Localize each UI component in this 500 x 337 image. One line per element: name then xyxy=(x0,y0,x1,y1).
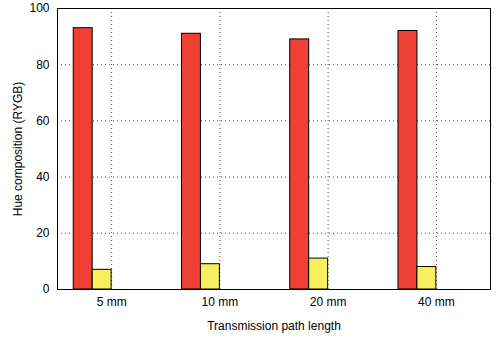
svg-text:80: 80 xyxy=(36,58,50,72)
svg-text:20: 20 xyxy=(36,226,50,240)
svg-text:5 mm: 5 mm xyxy=(97,295,127,309)
svg-text:20 mm: 20 mm xyxy=(310,295,347,309)
svg-text:40: 40 xyxy=(36,170,50,184)
svg-text:100: 100 xyxy=(29,1,49,15)
svg-text:10 mm: 10 mm xyxy=(202,295,239,309)
svg-text:60: 60 xyxy=(36,114,50,128)
svg-text:0: 0 xyxy=(43,282,50,296)
svg-text:Transmission path length: Transmission path length xyxy=(207,319,341,333)
svg-text:40 mm: 40 mm xyxy=(418,295,455,309)
svg-text:Hue composition (RYGB): Hue composition (RYGB) xyxy=(11,82,25,217)
